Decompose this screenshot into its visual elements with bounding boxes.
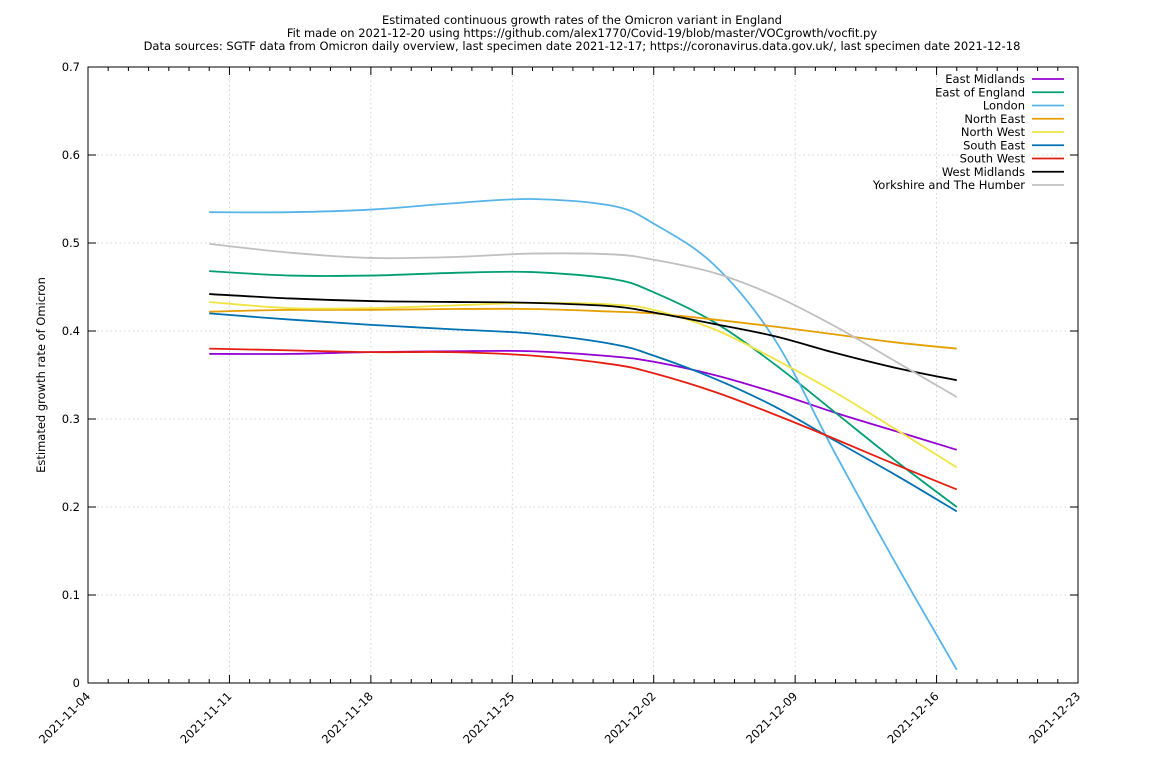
series-line-north-east: [209, 307, 957, 350]
y-tick-label: 0.6: [62, 148, 80, 162]
series-line-east-of-england: [209, 270, 958, 508]
x-tick-label: 2021-11-18: [319, 689, 376, 746]
x-tick-label: 2021-12-23: [1026, 689, 1083, 746]
x-tick-label: 2021-12-02: [602, 689, 659, 746]
legend-label-south-east: South East: [963, 138, 1025, 152]
series-line-london: [209, 198, 958, 671]
y-tick-label: 0: [73, 676, 80, 690]
series-line-west-midlands: [209, 293, 957, 382]
y-tick-label: 0.5: [62, 236, 80, 250]
y-axis-label: Estimated growth rate of Omicron: [34, 277, 48, 473]
series-line-south-west: [209, 347, 958, 491]
legend-label-east-of-england: East of England: [935, 85, 1025, 99]
x-tick-label: 2021-12-09: [743, 689, 800, 746]
chart-title: Estimated continuous growth rates of the…: [382, 13, 782, 27]
legend-label-london: London: [983, 99, 1025, 113]
axes: 0 0.1 0.2 0.3 0.4 0.5 0.6 0.7 2021-11-04 2021-11-…: [36, 60, 1083, 746]
x-tick-label: 2021-11-25: [460, 689, 517, 746]
x-tick-label: 2021-11-11: [177, 689, 234, 746]
legend-label-north-west: North West: [961, 125, 1026, 139]
chart-titles: Estimated continuous growth rates of the…: [144, 13, 1021, 53]
plot-frame: [87, 66, 1079, 684]
y-tick-label: 0.3: [62, 412, 80, 426]
series-line-east-midlands: [209, 349, 958, 451]
x-tick-label: 2021-11-04: [36, 689, 93, 746]
y-tick-label: 0.7: [62, 60, 80, 74]
legend-label-south-west: South West: [960, 152, 1026, 166]
legend-label-west-midlands: West Midlands: [942, 165, 1025, 179]
chart-subtitle-line-2: Data sources: SGTF data from Omicron dai…: [144, 39, 1021, 53]
series-line-south-east: [209, 312, 958, 513]
legend-label-east-midlands: East Midlands: [945, 72, 1025, 86]
legend-label-north-east: North East: [964, 112, 1025, 126]
x-tick-label: 2021-12-16: [885, 689, 942, 746]
y-tick-label: 0.1: [62, 588, 80, 602]
grid: [88, 67, 1078, 683]
chart-subtitle-line-1: Fit made on 2021-12-20 using https://git…: [287, 26, 878, 40]
y-tick-label: 0.4: [62, 324, 80, 338]
series-line-yorkshire-and-the-humber: [209, 242, 958, 398]
y-tick-label: 0.2: [62, 500, 80, 514]
series-line-north-west: [209, 301, 958, 469]
series-lines: [209, 198, 958, 671]
legend-label-yorkshire-and-the-humber: Yorkshire and The Humber: [872, 178, 1025, 192]
